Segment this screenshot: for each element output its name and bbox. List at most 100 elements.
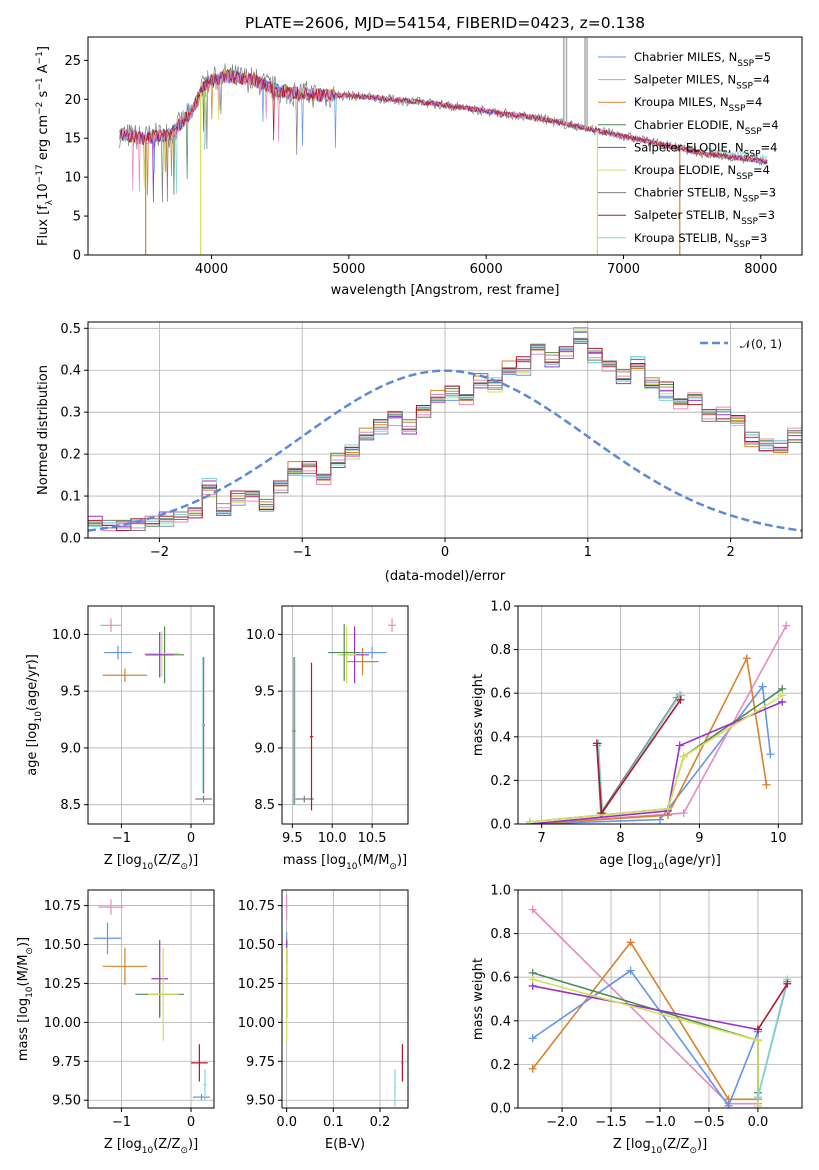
label-part: Salpeter STELIB, N <box>634 208 741 222</box>
weight-marker <box>528 1034 537 1043</box>
weight-marker <box>528 1064 537 1073</box>
label-part: mass [log <box>283 853 346 868</box>
x-tick-label: 0.0 <box>276 1115 297 1130</box>
x-tick-label: 10.0 <box>318 831 347 846</box>
label-part: )] <box>16 937 31 947</box>
axes-frame <box>87 321 803 539</box>
x-tick-label: −1 <box>293 545 312 560</box>
weight-marker <box>677 691 686 700</box>
label-part: (M/M <box>16 955 31 987</box>
label-part: Chabrier MILES, N <box>634 50 737 64</box>
panel-age-vs-Z: −1 08.59.09.510.0Z [log10(Z/Z⊙)]age [log1… <box>25 605 215 872</box>
x-tick-label: −1 <box>112 831 131 846</box>
y-tick-label: 0.2 <box>60 448 81 463</box>
weight-marker <box>782 621 791 630</box>
axes-frame <box>87 36 803 256</box>
weight-line <box>529 694 783 823</box>
x-tick-label: 2 <box>726 545 734 560</box>
label-part: E(B-V) <box>325 1137 365 1152</box>
panel-age-vs-mass: 9.5 10.0 10.5 8.5 9.0 9.5 10.0 mass [log10(M/M⊙… <box>246 605 409 872</box>
panel-residuals: −2 −1 0 1 2 0.0 0.1 0.2 0.3 0.4 0.5 (data-model)/er… <box>36 321 803 584</box>
label-part: ⊙ <box>389 862 397 872</box>
label-part: (age/yr)] <box>664 853 721 868</box>
label-part: =3 <box>750 231 767 245</box>
weight-marker <box>778 691 787 700</box>
axes-frame <box>281 605 409 825</box>
y-tick-label: 0.4 <box>60 364 81 379</box>
x-axis-label: mass [log10(M/M⊙)] <box>283 853 407 872</box>
y-tick-label: 9.50 <box>52 1094 81 1109</box>
label-part: SSP <box>734 240 751 250</box>
y-tick-label: 0.8 <box>490 927 511 942</box>
label-part: )] <box>188 853 198 868</box>
y-tick-label: 9.0 <box>60 741 81 756</box>
y-tick-label: 9.0 <box>254 741 275 756</box>
y-tick-label: 9.5 <box>60 685 81 700</box>
residual-histogram <box>88 337 802 531</box>
y-axis-label: mass weight <box>471 958 486 1040</box>
plot-area <box>100 618 212 803</box>
plot-area <box>528 905 792 1108</box>
weight-line <box>532 940 758 1101</box>
weight-marker <box>753 1093 762 1102</box>
label-part: (age/yr)] <box>25 654 40 711</box>
spectrum-line <box>119 71 768 203</box>
x-tick-label: 7 <box>538 831 546 846</box>
label-part: SSP <box>744 149 761 159</box>
label-part: −1 <box>35 77 45 90</box>
label-part: =3 <box>759 186 776 200</box>
label-part: SSP <box>737 59 754 69</box>
x-tick-label: 8 <box>616 831 624 846</box>
label-part: ] <box>36 46 51 51</box>
spectrum-line <box>119 68 768 165</box>
y-tick-label: 10.25 <box>238 977 275 992</box>
y-tick-label: 10.0 <box>52 628 81 643</box>
label-part: s <box>36 90 51 101</box>
legend-label: Chabrier MILES, NSSP=5 <box>634 50 771 69</box>
label-part: SSP <box>736 172 753 182</box>
label-part: 10 <box>25 986 35 998</box>
figure-title: PLATE=2606, MJD=54154, FIBERID=0423, z=0… <box>245 14 645 32</box>
plot-area <box>285 894 404 1107</box>
label-part: =5 <box>754 50 771 64</box>
y-tick-label: 10.0 <box>246 628 275 643</box>
x-tick-label: 0.2 <box>370 1115 391 1130</box>
label-part: SSP <box>736 82 753 92</box>
label-part: 10 <box>142 1146 154 1156</box>
x-tick-label: 4000 <box>195 262 228 277</box>
x-tick-label: 0 <box>441 545 449 560</box>
y-tick-label: 10.50 <box>44 938 81 953</box>
axes-frame <box>87 605 215 825</box>
x-tick-label: −1.0 <box>644 1115 676 1130</box>
plot-area <box>119 37 768 255</box>
panel-spectrum: 4000 5000 6000 7000 8000 0 5 10 15 20 25 wavelength… <box>35 36 803 298</box>
legend-label: Kroupa MILES, NSSP=4 <box>634 95 762 114</box>
y-tick-label: 9.50 <box>246 1094 275 1109</box>
label-part: =3 <box>758 208 775 222</box>
y-axis-label: age [log10(age/yr)] <box>25 654 44 776</box>
weight-marker <box>626 938 635 947</box>
y-tick-label: 10.00 <box>44 1016 81 1031</box>
label-part: −1 <box>35 51 45 64</box>
y-tick-label: 1.0 <box>490 884 511 899</box>
y-tick-label: 9.75 <box>246 1055 275 1070</box>
label-part: Chabrier STELIB, N <box>634 186 742 200</box>
x-tick-label: 8000 <box>744 262 777 277</box>
weight-marker <box>592 739 601 748</box>
label-part: =4 <box>761 140 778 154</box>
label-part: Kroupa STELIB, N <box>634 231 734 245</box>
y-tick-label: 10.75 <box>44 899 81 914</box>
residual-histogram <box>88 338 802 531</box>
label-part: −17 <box>35 164 45 183</box>
label-part: Salpeter ELODIE, N <box>634 140 744 154</box>
y-tick-label: 10 <box>64 171 81 186</box>
legend-label: Kroupa ELODIE, NSSP=4 <box>634 163 770 182</box>
x-tick-label: 6000 <box>470 262 503 277</box>
label-part: Z [log <box>613 1137 651 1152</box>
y-tick-label: 0.0 <box>490 1102 511 1117</box>
weight-marker <box>679 809 688 818</box>
x-axis-label: E(B-V) <box>325 1137 365 1152</box>
y-tick-label: 5 <box>73 210 81 225</box>
y-axis-label: mass [log10(M/M⊙)] <box>16 937 35 1061</box>
y-tick-label: 0.2 <box>490 774 511 789</box>
